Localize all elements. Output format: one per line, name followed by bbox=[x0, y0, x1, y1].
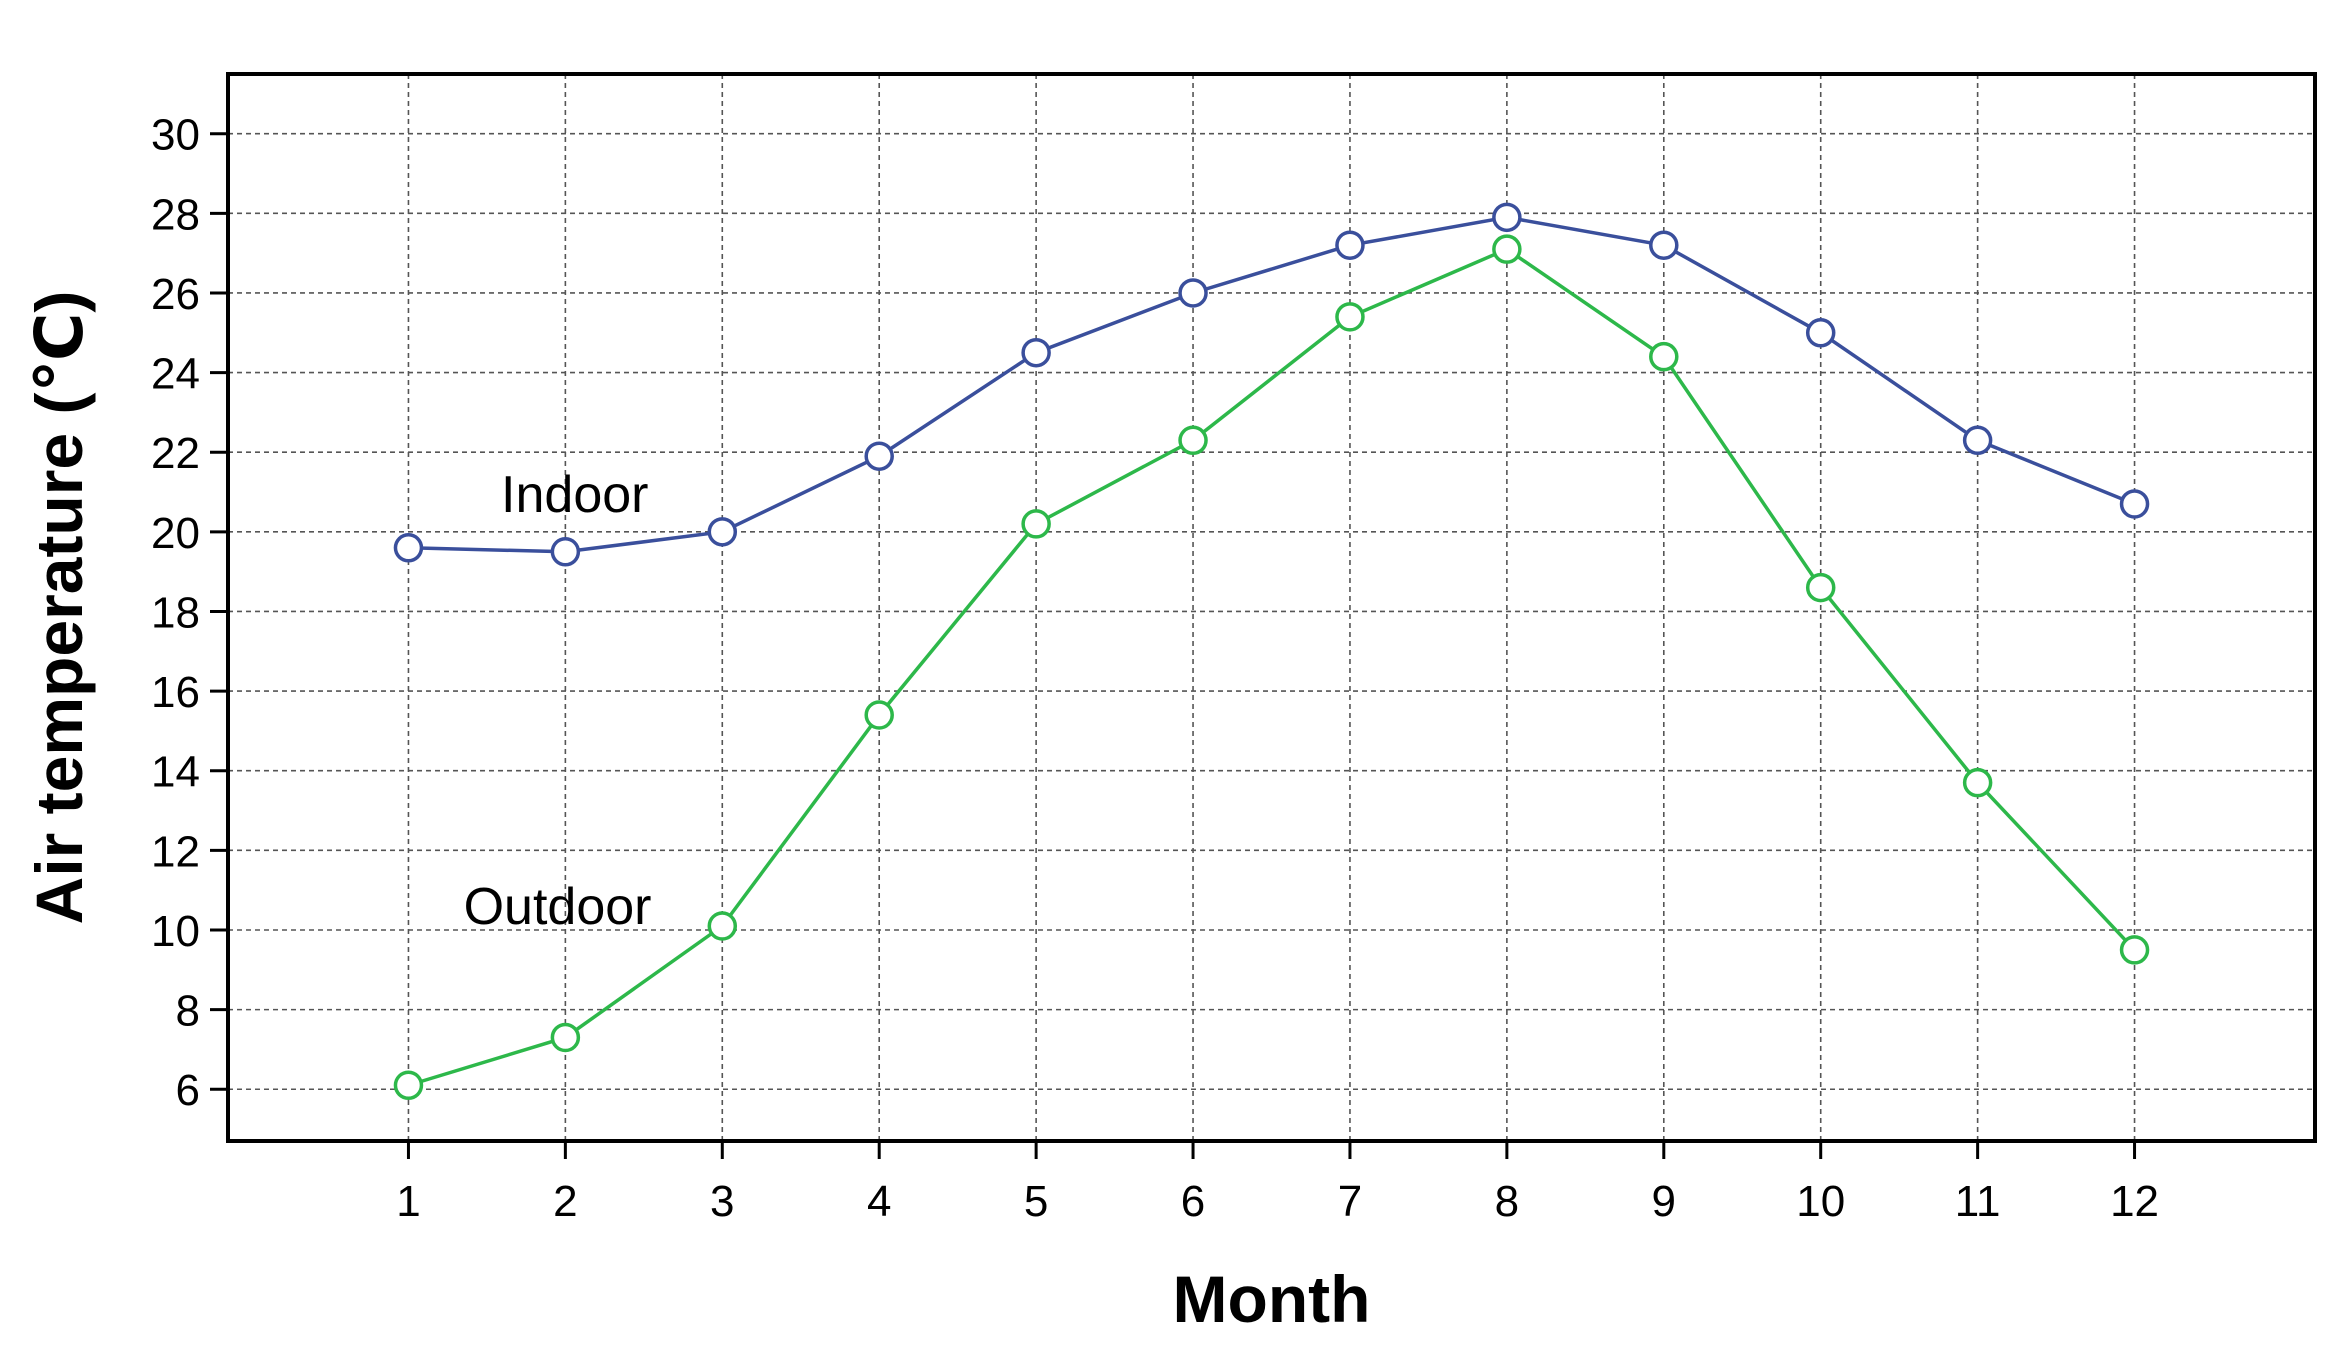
x-tick-label: 1 bbox=[396, 1177, 420, 1226]
indoor-series bbox=[393, 202, 2150, 567]
x-tick-label: 9 bbox=[1652, 1177, 1676, 1226]
x-tick-label: 5 bbox=[1024, 1177, 1048, 1226]
series-annotations: Indoor Outdoor bbox=[464, 466, 652, 936]
indoor-data-point bbox=[864, 441, 894, 471]
indoor-data-point bbox=[550, 537, 581, 567]
x-tick-label: 4 bbox=[867, 1177, 891, 1226]
x-tick-label: 7 bbox=[1338, 1177, 1362, 1226]
indoor-data-point bbox=[1178, 278, 1208, 308]
y-tick-label: 8 bbox=[176, 987, 200, 1036]
outdoor-series bbox=[393, 234, 2150, 1101]
outdoor-data-point bbox=[1805, 572, 1836, 603]
x-tick-label: 2 bbox=[553, 1177, 577, 1226]
x-tick-label: 3 bbox=[710, 1177, 734, 1226]
outdoor-data-point bbox=[1021, 509, 1051, 539]
y-tick-label: 26 bbox=[151, 270, 200, 319]
indoor-data-point bbox=[1021, 337, 1051, 368]
outdoor-data-point bbox=[393, 1070, 424, 1101]
outdoor-data-point bbox=[1492, 234, 1522, 264]
y-tick-label: 12 bbox=[151, 827, 200, 876]
outdoor-data-point bbox=[1178, 425, 1208, 456]
indoor-data-point bbox=[1335, 230, 1365, 260]
indoor-data-point bbox=[707, 517, 738, 547]
series-annotation-label: Indoor bbox=[501, 466, 648, 524]
indoor-data-point bbox=[1649, 230, 1679, 260]
y-tick-label: 18 bbox=[151, 588, 200, 637]
indoor-data-point bbox=[1962, 425, 1993, 456]
indoor-data-point bbox=[1492, 202, 1522, 233]
y-tick-label: 16 bbox=[151, 668, 200, 717]
y-axis-title: Air temperature (℃) bbox=[22, 291, 96, 925]
y-tick-label: 6 bbox=[176, 1066, 200, 1115]
y-tick-label: 22 bbox=[151, 429, 200, 478]
outdoor-data-point bbox=[1649, 341, 1679, 372]
x-tick-label: 8 bbox=[1495, 1177, 1519, 1226]
x-axis-title: Month bbox=[1173, 1262, 1371, 1336]
series-annotation-label: Outdoor bbox=[464, 878, 652, 936]
outdoor-data-point bbox=[864, 700, 894, 730]
indoor-data-point bbox=[1805, 318, 1836, 348]
y-tick-label: 28 bbox=[151, 190, 200, 239]
plot-area-frame bbox=[226, 72, 2317, 1143]
outdoor-data-point bbox=[2119, 935, 2150, 965]
x-tick-label: 11 bbox=[1955, 1177, 2001, 1226]
x-tick-label: 10 bbox=[1796, 1177, 1845, 1226]
y-tick-label: 14 bbox=[151, 748, 200, 797]
y-tick-label: 20 bbox=[151, 509, 200, 558]
axis-ticks bbox=[210, 132, 2137, 1159]
outdoor-data-point bbox=[707, 911, 738, 941]
indoor-data-point bbox=[2119, 489, 2150, 519]
y-tick-label: 24 bbox=[151, 350, 200, 399]
outdoor-data-point bbox=[550, 1022, 581, 1053]
y-tick-label: 10 bbox=[151, 907, 200, 956]
y-tick-label: 30 bbox=[151, 111, 200, 160]
outdoor-line bbox=[407, 247, 2136, 1087]
data-series bbox=[393, 202, 2150, 1101]
x-tick-label: 12 bbox=[2110, 1177, 2159, 1226]
outdoor-data-point bbox=[1962, 767, 1993, 798]
outdoor-data-point bbox=[1335, 302, 1365, 332]
indoor-line bbox=[408, 215, 2136, 554]
indoor-data-point bbox=[393, 533, 424, 563]
x-tick-label: 6 bbox=[1181, 1177, 1205, 1226]
